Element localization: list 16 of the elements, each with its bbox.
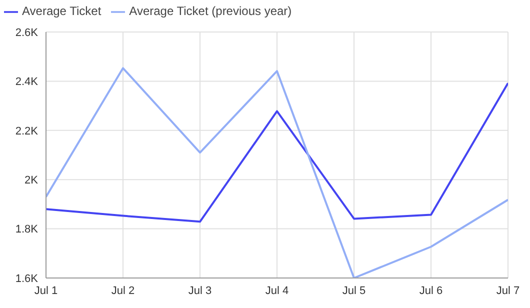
legend-label: Average Ticket [22, 4, 102, 18]
line-series [46, 82, 508, 223]
x-tick-label: Jul 7 [496, 284, 520, 297]
y-tick-label: 2.4K [15, 76, 39, 88]
legend-label: Average Ticket (previous year) [129, 4, 292, 18]
x-tick-label: Jul 2 [111, 284, 135, 297]
y-tick-label: 2K [24, 174, 39, 187]
y-tick-label: 2.2K [15, 125, 39, 138]
x-tick-label: Jul 1 [34, 284, 58, 297]
y-tick-label: 1.8K [15, 224, 39, 236]
x-tick-label: Jul 3 [188, 284, 212, 297]
x-tick-label: Jul 4 [265, 284, 289, 297]
x-tick-label: Jul 5 [342, 284, 366, 297]
x-tick-label: Jul 6 [419, 284, 443, 297]
y-tick-label: 1.6K [15, 272, 39, 285]
y-tick-label: 2.6K [15, 26, 39, 39]
